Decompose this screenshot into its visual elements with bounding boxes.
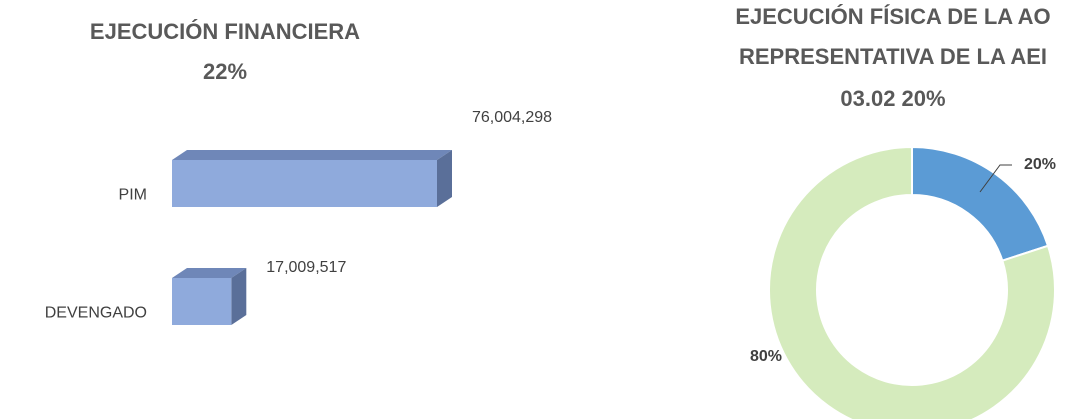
chart-title: REPRESENTATIVA DE LA AEI bbox=[739, 44, 1047, 69]
bar-side bbox=[437, 150, 452, 207]
bar-top bbox=[172, 268, 247, 278]
bar bbox=[172, 278, 232, 325]
value-label: 17,009,517 bbox=[266, 259, 346, 276]
bar-top bbox=[172, 150, 452, 160]
bar bbox=[172, 160, 437, 207]
category-label: DEVENGADO bbox=[45, 305, 147, 322]
chart-title: EJECUCIÓN FINANCIERA bbox=[90, 19, 360, 44]
chart-subtitle: 22% bbox=[203, 59, 247, 84]
chart-title: 03.02 20% bbox=[840, 86, 945, 111]
donut-slice bbox=[768, 145, 1056, 419]
value-label: 20% bbox=[1024, 156, 1056, 173]
value-label: 80% bbox=[750, 348, 782, 365]
bar-side bbox=[231, 268, 247, 325]
category-label: PIM bbox=[119, 187, 147, 204]
chart-title: EJECUCIÓN FÍSICA DE LA AO bbox=[735, 4, 1050, 29]
value-label: 76,004,298 bbox=[472, 109, 552, 126]
leader-line bbox=[979, 164, 1012, 193]
